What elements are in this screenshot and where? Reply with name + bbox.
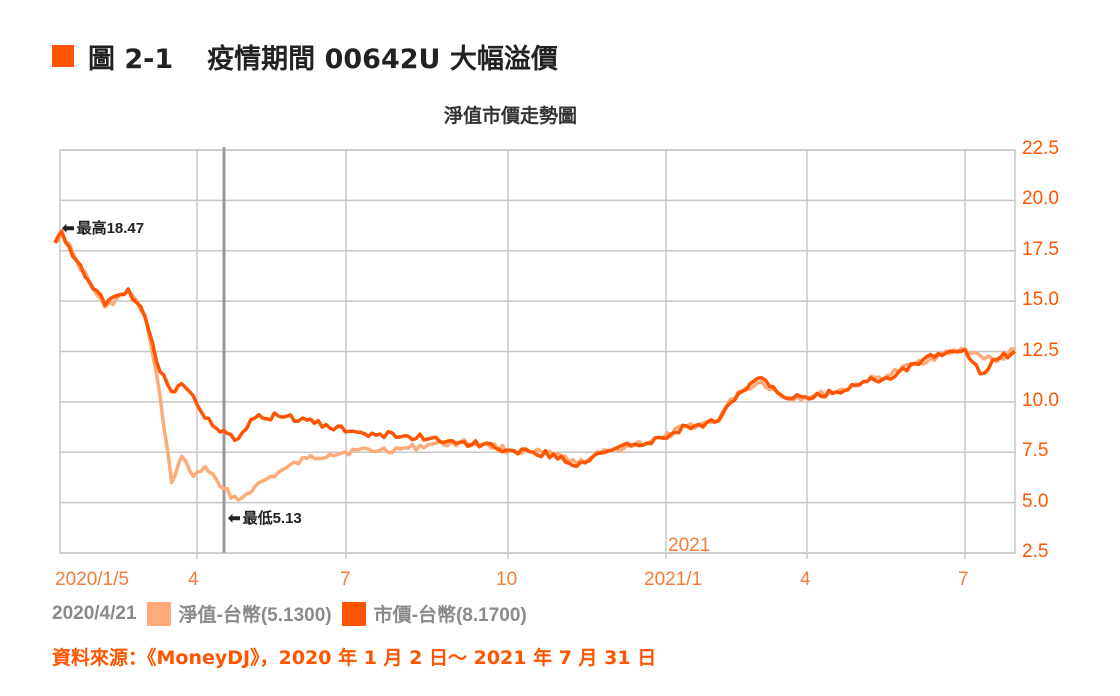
x-tick-label: 4 [188,569,199,590]
x-tick-label: 2020/1/5 [55,569,129,590]
low-annotation: ⬅ 最低5.13 [228,507,302,528]
year-marker: 2021 [668,535,711,556]
x-tick-label: 4 [800,569,811,590]
y-tick-label: 12.5 [1022,339,1059,361]
high-annotation-label: 最高18.47 [76,220,145,237]
y-tick-label: 2.5 [1022,541,1049,562]
legend-date: 2020/4/21 [52,602,137,624]
legend: 2020/4/21 淨值-台幣(5.1300) 市價-台幣(8.1700) [52,600,527,627]
low-annotation-label: 最低5.13 [242,510,302,527]
nav-series-line [53,230,1016,502]
high-annotation: ⬅ 最高18.47 [62,217,144,238]
x-tick-label: 7 [340,569,351,590]
y-tick-label: 7.5 [1022,440,1049,462]
source-note: 資料來源：《MoneyDJ》，2020 年 1 月 2 日～ 2021 年 7 … [52,647,657,669]
figure-number: 圖 2-1 [88,43,174,75]
arrow-left-icon: ⬅ [62,219,75,237]
figure-title-text: 疫情期間 00642U 大幅溢價 [207,43,558,75]
x-tick-label: 7 [958,569,969,590]
x-tick-label: 2021/1 [644,569,703,590]
x-tick-label: 10 [496,569,518,590]
figure-title: 圖 2-1 疫情期間 00642U 大幅溢價 [52,38,558,75]
y-tick-label: 22.5 [1022,138,1059,159]
chart-title-text: 淨值市價走勢圖 [444,105,578,127]
y-tick-label: 17.5 [1022,238,1059,260]
legend-nav-label[interactable]: 淨值-台幣(5.1300) [178,605,332,626]
legend-nav-swatch [146,601,171,626]
arrow-left-icon: ⬅ [228,509,241,527]
price-series-line [53,229,1017,469]
legend-price-label[interactable]: 市價-台幣(8.1700) [373,605,527,626]
y-tick-label: 5.0 [1022,490,1049,512]
legend-price-swatch [341,601,366,626]
y-tick-label: 20.0 [1022,188,1059,210]
y-tick-label: 10.0 [1022,389,1059,411]
figure-title-square-icon [52,45,74,67]
y-tick-label: 15.0 [1022,289,1059,311]
grid [59,149,1016,559]
